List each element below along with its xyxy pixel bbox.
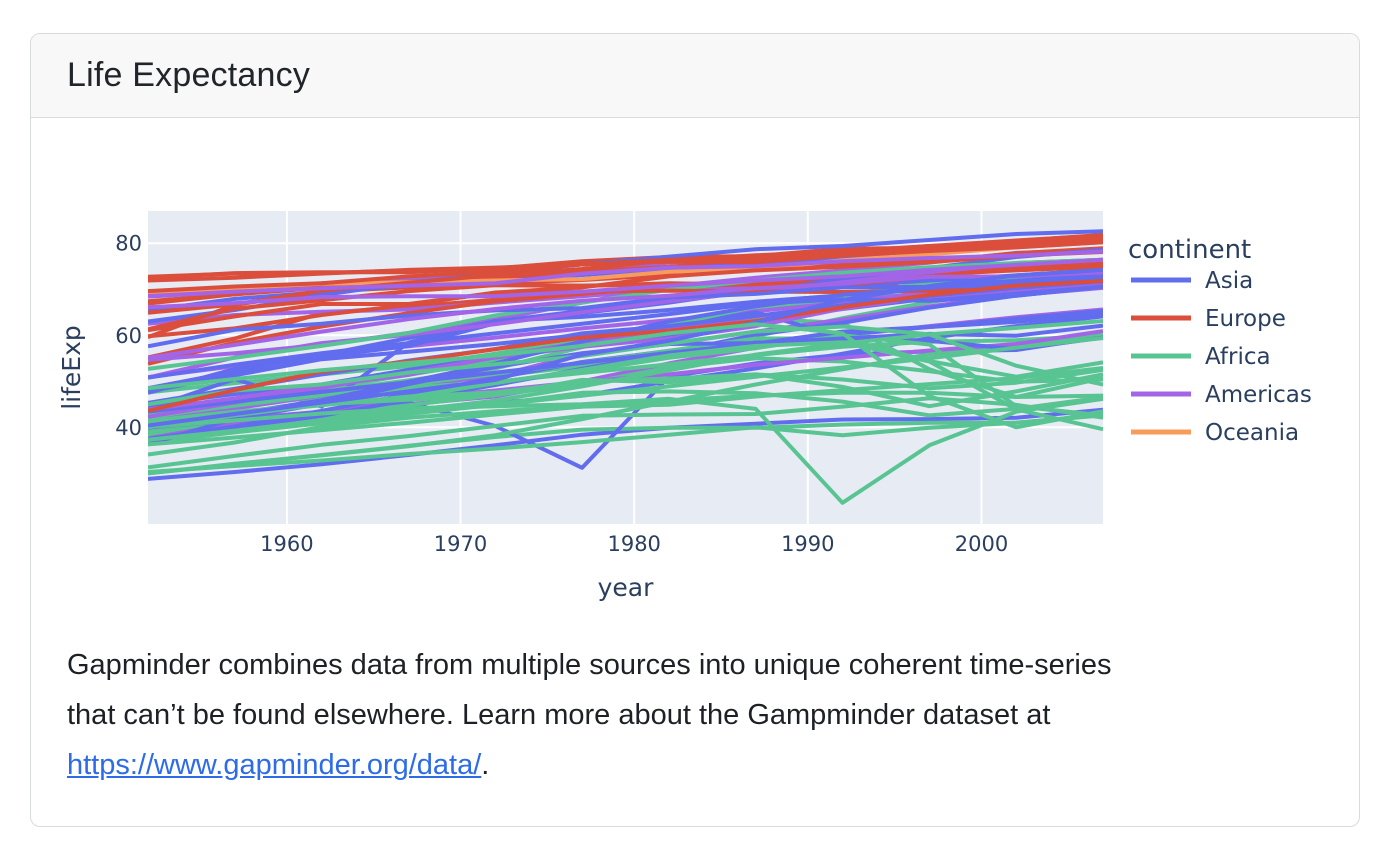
life-expectancy-card: Life Expectancy 1960 1970 1980 1990 2000 40 60… — [30, 33, 1360, 827]
line-nigeria — [148, 390, 1103, 447]
line-mexico — [148, 258, 1103, 380]
line-uruguay — [148, 257, 1103, 310]
card-header: Life Expectancy — [31, 34, 1359, 118]
x-axis-title: year — [598, 573, 654, 602]
legend-label-asia: Asia — [1205, 268, 1253, 294]
x-tick-2000: 2000 — [955, 532, 1008, 556]
card-title: Life Expectancy — [67, 56, 311, 94]
chart-svg: 1960 1970 1980 1990 2000 40 60 80 year lifeExp con… — [57, 211, 1312, 602]
line-turkey — [148, 279, 1103, 413]
line-vietnam — [148, 267, 1103, 428]
legend-item-africa[interactable]: Africa — [1131, 344, 1271, 370]
y-tick-40: 40 — [115, 416, 142, 440]
life-expectancy-chart: 1960 1970 1980 1990 2000 40 60 80 year lifeExp con… — [31, 118, 1359, 610]
y-axis-title: lifeExp — [57, 325, 86, 410]
line-united-states — [148, 249, 1103, 299]
line-south-africa — [148, 324, 1103, 407]
line-rwanda — [148, 396, 1103, 505]
legend-label-oceania: Oceania — [1205, 420, 1299, 446]
line-venezuela — [148, 270, 1103, 360]
line-sierra-leone — [148, 413, 1103, 474]
legend-item-oceania[interactable]: Oceania — [1131, 420, 1299, 446]
x-tick-1980: 1980 — [607, 532, 660, 556]
line-afghanistan — [148, 407, 1103, 481]
line-zimbabwe — [148, 322, 1103, 430]
line-reunion — [148, 257, 1103, 371]
line-romania — [148, 275, 1103, 333]
gapminder-link[interactable]: https://www.gapminder.org/data/ — [67, 749, 482, 781]
legend: continent Asia Europe Africa Americas Oceania — [1128, 235, 1312, 446]
legend-item-americas[interactable]: Americas — [1131, 382, 1312, 408]
description-line-2: that can’t be found elsewhere. Learn mor… — [67, 699, 1051, 731]
y-tick-80: 80 — [115, 232, 142, 256]
card-body: 1960 1970 1980 1990 2000 40 60 80 year lifeExp con… — [31, 118, 1359, 790]
description-line-1: Gapminder combines data from multiple so… — [67, 649, 1112, 681]
description-text: Gapminder combines data from multiple so… — [67, 640, 1321, 790]
legend-title: continent — [1128, 235, 1251, 265]
legend-label-europe: Europe — [1205, 306, 1286, 332]
y-tick-60: 60 — [115, 324, 142, 348]
x-tick-1960: 1960 — [260, 532, 313, 556]
legend-label-africa: Africa — [1205, 344, 1271, 370]
description-suffix: . — [481, 749, 490, 781]
line-switzerland — [148, 233, 1103, 294]
line-pakistan — [148, 308, 1103, 414]
line-madagascar — [148, 336, 1103, 445]
legend-item-europe[interactable]: Europe — [1131, 306, 1286, 332]
line-spain — [148, 237, 1103, 315]
legend-label-americas: Americas — [1205, 382, 1312, 408]
legend-item-asia[interactable]: Asia — [1131, 268, 1253, 294]
line-thailand — [148, 284, 1103, 380]
x-tick-1970: 1970 — [434, 532, 487, 556]
line-sri-lanka — [148, 276, 1103, 349]
series-lines — [148, 229, 1103, 505]
axis-tick-labels: 1960 1970 1980 1990 2000 40 60 80 — [115, 232, 1008, 556]
x-tick-1990: 1990 — [781, 532, 834, 556]
line-portugal — [148, 250, 1103, 339]
